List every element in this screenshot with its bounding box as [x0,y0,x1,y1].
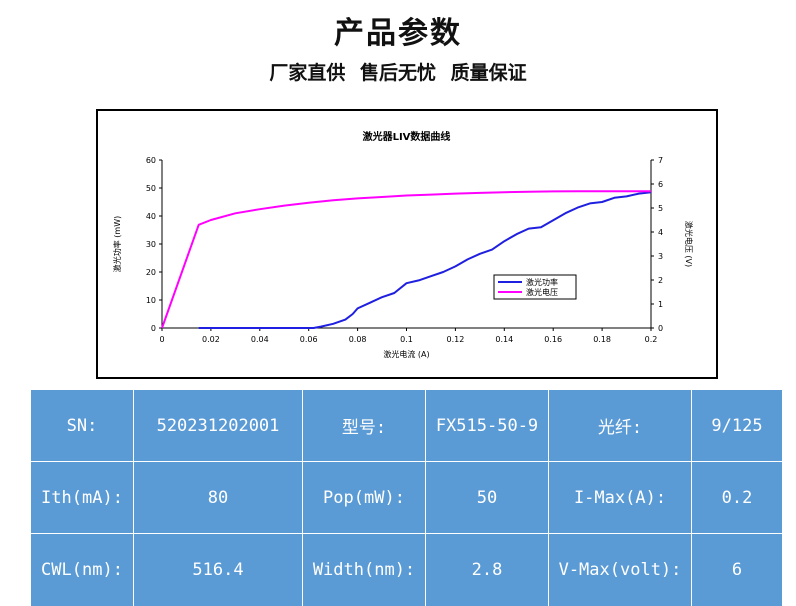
spec-value-sn: 520231202001 [133,389,303,462]
y-left-tick-label: 30 [146,240,156,249]
y-left-tick-label: 10 [146,296,156,305]
y-left-tick-label: 20 [146,268,156,277]
spec-table: SN: 520231202001 型号: FX515-50-9 光纤: 9/12… [30,389,783,606]
x-tick-label: 0.04 [251,335,269,344]
liv-chart-frame: 激光器LIV数据曲线 0 0.02 0.04 0.06 0.08 0.1 0.12 0.14 0.… [96,109,718,379]
spec-label-vmax: V-Max(volt): [548,533,692,606]
y-right-tick-label: 2 [658,276,663,285]
y-right-tick-label: 1 [658,300,663,309]
y-right-tick-label: 7 [658,156,663,165]
y-right-tick-label: 4 [658,228,663,237]
y-left-tick-label: 60 [146,156,156,165]
spec-value-width: 2.8 [425,533,549,606]
spec-value-imax: 0.2 [691,461,783,534]
x-tick-label: 0.18 [593,335,611,344]
y-left-tick-label: 50 [146,184,156,193]
spec-value-pop: 50 [425,461,549,534]
spec-row: Ith(mA): 80 Pop(mW): 50 I-Max(A): 0.2 [30,461,783,534]
y-left-tick-label: 0 [151,324,156,333]
legend-label: 激光电压 [526,287,558,297]
x-tick-label: 0.16 [544,335,562,344]
spec-row: SN: 520231202001 型号: FX515-50-9 光纤: 9/12… [30,389,783,462]
y-left-tick-label: 40 [146,212,156,221]
x-axis-label: 激光电流 (A) [383,349,429,359]
x-tick-label: 0.14 [495,335,513,344]
x-tick-label: 0.2 [645,335,658,344]
liv-chart: 激光器LIV数据曲线 0 0.02 0.04 0.06 0.08 0.1 0.12 0.14 0.… [112,130,694,359]
x-tick-label: 0.06 [300,335,318,344]
spec-label-cwl: CWL(nm): [30,533,134,606]
spec-label-imax: I-Max(A): [548,461,692,534]
y-right-tick-label: 0 [658,324,663,333]
x-tick-label: 0 [159,335,164,344]
spec-value-vmax: 6 [691,533,783,606]
y-right-tick-label: 3 [658,252,663,261]
spec-label-model: 型号: [302,389,426,462]
legend-box [493,274,577,300]
spec-label-pop: Pop(mW): [302,461,426,534]
x-tick-label: 0.08 [349,335,367,344]
x-tick-label: 0.12 [446,335,464,344]
series-line-voltage [161,190,651,329]
spec-value-cwl: 516.4 [133,533,303,606]
x-tick-label: 0.1 [400,335,413,344]
spec-value-ith: 80 [133,461,303,534]
spec-value-fiber: 9/125 [691,389,783,462]
y-right-tick-label: 5 [658,204,663,213]
y-right-tick-label: 6 [658,180,663,189]
spec-label-sn: SN: [30,389,134,462]
page-subtitle: 厂家直供 售后无忧 质量保证 [269,62,527,84]
spec-label-fiber: 光纤: [548,389,692,462]
spec-label-width: Width(nm): [302,533,426,606]
page-title: 产品参数 [334,16,462,51]
chart-title: 激光器LIV数据曲线 [363,130,451,143]
spec-value-model: FX515-50-9 [425,389,549,462]
spec-label-ith: Ith(mA): [30,461,134,534]
x-tick-label: 0.02 [202,335,220,344]
legend-label: 激光功率 [526,277,558,287]
spec-row: CWL(nm): 516.4 Width(nm): 2.8 V-Max(volt… [30,533,783,606]
y-right-axis-label: 激光电压 (V) [684,221,694,267]
y-left-axis-label: 激光功率 (mW) [112,216,122,273]
series-line-power [198,191,652,329]
